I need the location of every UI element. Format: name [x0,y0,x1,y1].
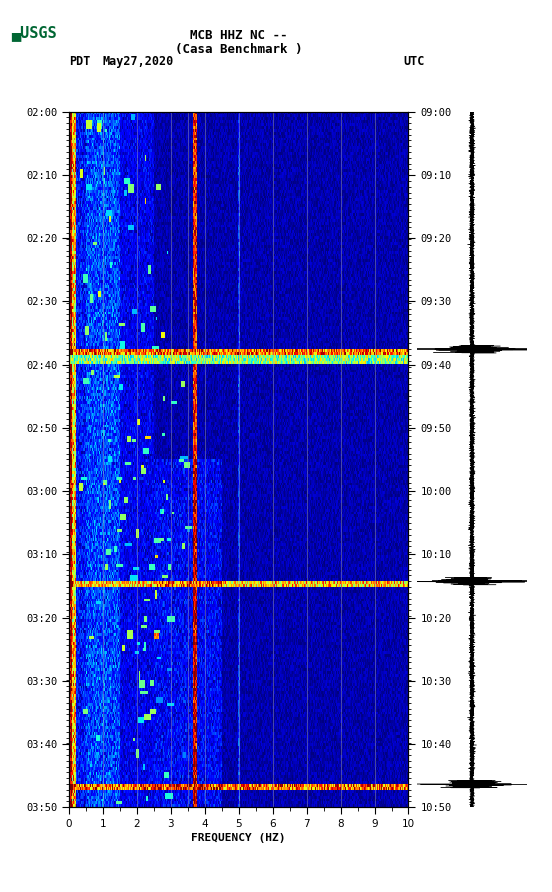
Text: ▄USGS: ▄USGS [11,25,57,41]
X-axis label: FREQUENCY (HZ): FREQUENCY (HZ) [192,833,286,843]
Text: PDT: PDT [69,55,91,69]
Text: UTC: UTC [403,55,424,69]
Text: May27,2020: May27,2020 [102,55,173,69]
Text: (Casa Benchmark ): (Casa Benchmark ) [175,43,302,56]
Text: MCB HHZ NC --: MCB HHZ NC -- [190,29,288,42]
